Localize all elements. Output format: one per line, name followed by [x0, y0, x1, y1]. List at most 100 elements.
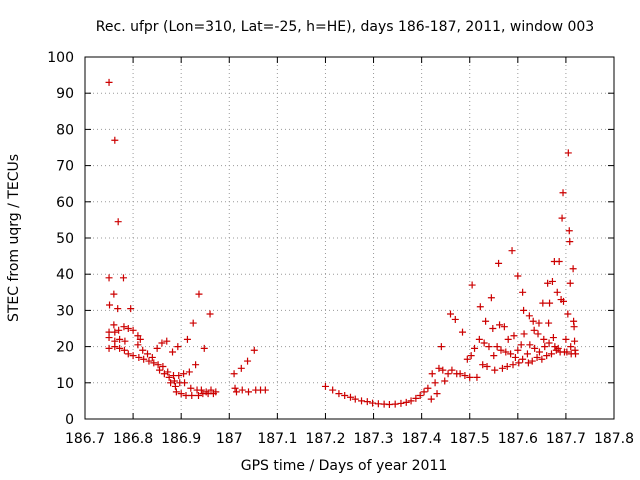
data-point [495, 259, 503, 267]
data-point [459, 328, 467, 336]
data-point [485, 343, 493, 351]
data-point [261, 386, 269, 394]
data-point [554, 344, 562, 352]
data-point [502, 348, 510, 356]
data-point [487, 294, 495, 302]
data-point [212, 388, 220, 396]
data-point [558, 214, 566, 222]
data-point [476, 303, 484, 311]
data-point [503, 363, 511, 371]
data-point [129, 326, 137, 334]
data-point [570, 323, 578, 331]
data-point [134, 341, 142, 349]
data-point [197, 386, 205, 394]
data-point [170, 377, 178, 385]
x-tick-label: 186.9 [161, 431, 201, 447]
data-point [169, 348, 177, 356]
data-point [397, 399, 405, 407]
data-point [514, 272, 522, 280]
data-point [114, 218, 122, 226]
data-point [538, 355, 546, 363]
data-point [545, 339, 553, 347]
data-point [466, 373, 474, 381]
y-tick-label: 40 [56, 267, 74, 283]
data-point [560, 297, 568, 305]
data-point [519, 355, 527, 363]
data-point [230, 370, 238, 378]
data-point [185, 368, 193, 376]
y-tick-label: 80 [56, 122, 74, 138]
data-point [475, 335, 483, 343]
data-point [451, 315, 459, 323]
data-point [544, 279, 552, 287]
data-point [497, 346, 505, 354]
data-point [163, 337, 171, 345]
data-point [541, 343, 549, 351]
data-point [525, 312, 533, 320]
data-point [110, 321, 118, 329]
data-point [232, 388, 240, 396]
data-point [165, 373, 173, 381]
data-point [140, 355, 148, 363]
data-point [564, 149, 572, 157]
y-tick-label: 100 [47, 50, 74, 66]
data-point [545, 319, 553, 327]
data-point [105, 274, 113, 282]
data-point [572, 350, 580, 358]
data-point [116, 335, 124, 343]
data-point [111, 343, 119, 351]
x-tick-labels: 186.7 186.8 186.9 187 187.1 187.2 187.3 187.4 18… [65, 431, 634, 447]
data-point [175, 372, 183, 380]
data-point [547, 350, 555, 358]
data-point [520, 330, 528, 338]
data-point [420, 388, 428, 396]
x-tick-label: 187.3 [353, 431, 393, 447]
data-point [148, 353, 156, 361]
data-point [435, 364, 443, 372]
data-point [565, 227, 573, 235]
data-point [504, 335, 512, 343]
data-point [539, 299, 547, 307]
x-tick-label: 187 [216, 431, 243, 447]
data-point [566, 238, 574, 246]
y-tick-label: 30 [56, 303, 74, 319]
x-tick-label: 187.5 [450, 431, 490, 447]
data-point [490, 352, 498, 360]
data-point [519, 288, 527, 296]
data-point [127, 305, 135, 313]
data-point [526, 341, 534, 349]
data-point [412, 394, 420, 402]
data-point [428, 370, 436, 378]
data-point [121, 337, 129, 345]
data-point [491, 366, 499, 374]
data-point [546, 299, 554, 307]
data-point [135, 353, 143, 361]
data-point [427, 395, 435, 403]
x-tick-label: 186.8 [113, 431, 153, 447]
data-point [416, 391, 424, 399]
data-point [158, 339, 166, 347]
data-point [483, 363, 491, 371]
data-point [567, 343, 575, 351]
data-point [111, 136, 119, 144]
y-tick-label: 10 [56, 376, 74, 392]
data-point [456, 370, 464, 378]
data-point [563, 348, 571, 356]
data-point [564, 310, 572, 318]
data-point [145, 357, 153, 365]
data-point [543, 352, 551, 360]
data-point [496, 321, 504, 329]
x-tick-label: 187.2 [305, 431, 345, 447]
data-point [559, 189, 567, 197]
data-point [480, 339, 488, 347]
data-point [444, 370, 452, 378]
data-point [493, 343, 501, 351]
data-point [517, 341, 525, 349]
data-point [523, 350, 531, 358]
data-point [129, 352, 137, 360]
data-point [200, 344, 208, 352]
data-point [500, 323, 508, 331]
data-point [489, 325, 497, 332]
data-point [448, 366, 456, 374]
data-point [530, 326, 538, 334]
